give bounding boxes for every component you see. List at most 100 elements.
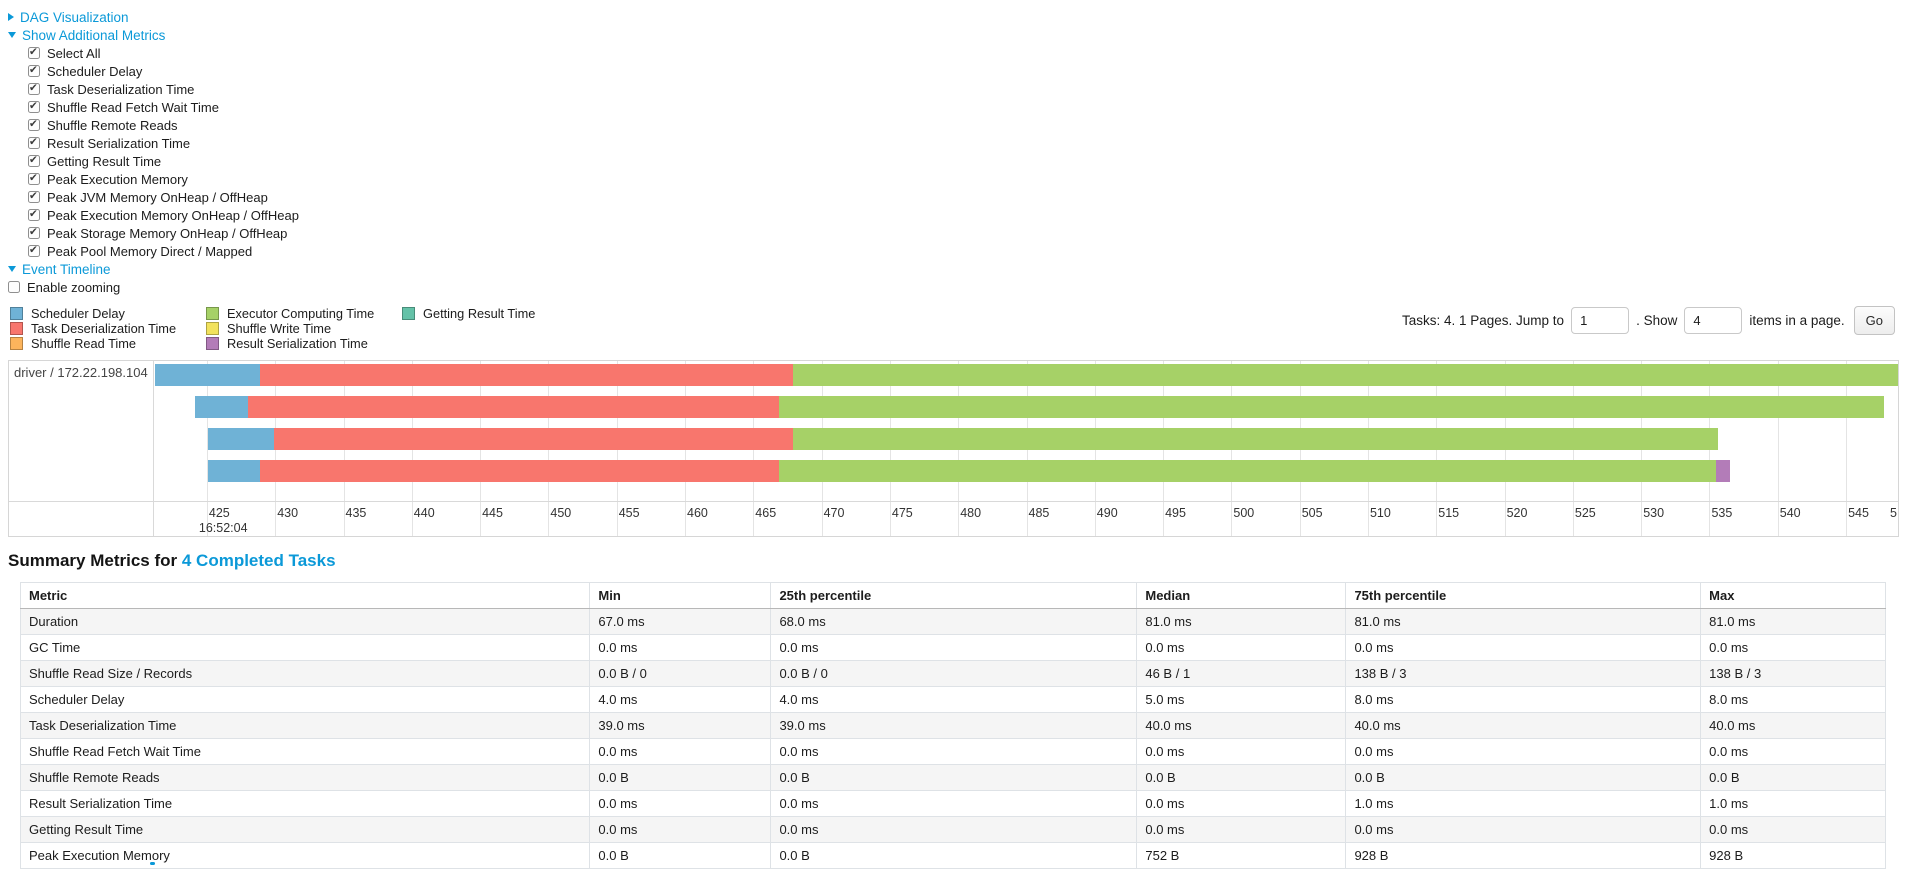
axis-tick-label: 425: [208, 506, 230, 520]
legend-swatch: [10, 337, 23, 350]
gridline: [480, 502, 482, 536]
table-row: Task Deserialization Time 39.0 ms 39.0 ms 4…: [19, 712, 1886, 739]
legend-swatch: [10, 307, 23, 320]
metric-checkbox-label: Getting Result Time: [47, 153, 162, 169]
show-additional-metrics-toggle[interactable]: Show Additional Metrics: [8, 26, 1907, 44]
table-cell: 0.0 ms: [589, 634, 772, 661]
metric-checkbox-label: Shuffle Read Fetch Wait Time: [47, 99, 219, 115]
task-timeline-bar[interactable]: [155, 460, 1898, 482]
metric-checkbox-row: Peak Execution Memory OnHeap / OffHeap: [8, 206, 1907, 224]
table-cell: 138 B / 3: [1700, 660, 1886, 687]
completed-tasks-link[interactable]: 4 Completed Tasks: [181, 551, 336, 570]
expanded-arrow-icon: [8, 32, 16, 38]
table-cell: 0.0 ms: [589, 790, 772, 817]
task-timeline-bar[interactable]: [155, 364, 1898, 386]
axis-divider: [9, 501, 1898, 502]
metric-checkbox[interactable]: [28, 154, 40, 167]
metric-checkbox[interactable]: [28, 118, 40, 131]
table-header-cell: Max: [1700, 582, 1886, 609]
metric-checkbox[interactable]: [28, 82, 40, 95]
jump-to-page-input[interactable]: [1571, 307, 1630, 334]
table-cell: 67.0 ms: [589, 608, 772, 635]
gridline: [958, 502, 960, 536]
table-cell: GC Time: [19, 634, 591, 661]
metric-checkbox[interactable]: [28, 136, 40, 149]
table-cell: 0.0 ms: [770, 738, 1138, 765]
task-deserialization-time-segment: [260, 364, 793, 386]
task-timeline-bar[interactable]: [155, 428, 1898, 450]
legend-label: Shuffle Read Time: [31, 336, 137, 351]
axis-tick-label: 525: [1574, 506, 1596, 520]
table-cell: 0.0 ms: [1136, 738, 1347, 765]
event-timeline-link[interactable]: Event Timeline: [22, 261, 111, 277]
table-row: Scheduler Delay 4.0 ms 4.0 ms 5.0 ms 8.0 ms 8…: [19, 686, 1886, 713]
metric-checkbox-row: Result Serialization Time: [8, 134, 1907, 152]
metric-checkbox[interactable]: [28, 244, 40, 257]
metric-checkbox-label: Select All: [47, 45, 101, 61]
table-cell: 0.0 B / 0: [770, 660, 1138, 687]
axis-tick-label: 505: [1301, 506, 1323, 520]
gridline: [1367, 502, 1369, 536]
gridline: [275, 502, 277, 536]
table-cell: 0.0 B: [770, 764, 1138, 791]
metric-checkbox[interactable]: [28, 226, 40, 239]
legend-column: Executor Computing Time Shuffle Write Tim…: [206, 306, 402, 351]
task-timeline-bar[interactable]: [155, 396, 1898, 418]
metric-checkbox-label: Peak Execution Memory: [47, 171, 188, 187]
table-header-cell: 75th percentile: [1345, 582, 1702, 609]
table-row: Shuffle Remote Reads 0.0 B 0.0 B 0.0 B 0.0 B…: [19, 764, 1886, 791]
metric-checkbox[interactable]: [28, 190, 40, 203]
metric-checkbox[interactable]: [28, 172, 40, 185]
metric-checkbox[interactable]: [28, 46, 40, 59]
scheduler-delay-segment: [208, 428, 274, 450]
table-row: GC Time 0.0 ms 0.0 ms 0.0 ms 0.0 ms 0.0 ms: [19, 634, 1886, 661]
table-header-cell: 25th percentile: [770, 582, 1138, 609]
table-cell: 0.0 ms: [770, 634, 1138, 661]
axis-tick-label: 545: [1848, 506, 1869, 520]
metric-checkbox[interactable]: [28, 100, 40, 113]
event-timeline-toggle[interactable]: Event Timeline: [8, 260, 1907, 278]
summary-metrics-title: Summary Metrics for 4 Completed Tasks: [8, 551, 1907, 571]
metric-checkbox[interactable]: [28, 208, 40, 221]
legend-label: Scheduler Delay: [31, 306, 125, 321]
table-cell: 0.0 B: [589, 764, 772, 791]
legend-swatch: [10, 322, 23, 335]
table-row: Shuffle Read Size / Records 0.0 B / 0 0.0 …: [19, 660, 1886, 687]
table-cell: 4.0 ms: [770, 686, 1138, 713]
gridline: [206, 502, 208, 536]
executor-group-label: driver / 172.22.198.104: [14, 365, 148, 380]
show-additional-metrics-link[interactable]: Show Additional Metrics: [22, 27, 166, 43]
gridline: [1299, 502, 1301, 536]
legend-item: Scheduler Delay: [10, 306, 206, 321]
table-cell: 1.0 ms: [1700, 790, 1886, 817]
enable-zooming-label: Enable zooming: [27, 279, 121, 295]
axis-tick-label: 480: [960, 506, 982, 520]
enable-zooming-checkbox[interactable]: [8, 281, 20, 293]
table-cell: 0.0 ms: [1700, 634, 1886, 661]
items-per-page-input[interactable]: [1684, 307, 1743, 334]
gridline: [1094, 502, 1096, 536]
dag-visualization-link[interactable]: DAG Visualization: [20, 9, 129, 25]
dag-visualization-toggle[interactable]: DAG Visualization: [8, 8, 1907, 26]
legend-item: Getting Result Time: [402, 306, 535, 321]
axis-partial-tick-label: 5: [1890, 506, 1897, 520]
table-cell: Shuffle Read Size / Records: [19, 660, 591, 687]
timeline-axis: 425 16:52:04 430 435 440 445 450 455 460 465 470 47…: [155, 502, 1898, 536]
go-button[interactable]: Go: [1853, 306, 1895, 335]
metric-checkbox-row: Task Deserialization Time: [8, 80, 1907, 98]
table-cell: Getting Result Time: [19, 816, 591, 843]
stage-controls: DAG Visualization Show Additional Metric…: [0, 0, 1907, 296]
table-row: Shuffle Read Fetch Wait Time 0.0 ms 0.0 ms…: [19, 738, 1886, 765]
table-cell: 1.0 ms: [1345, 790, 1702, 817]
legend-item: Executor Computing Time: [206, 306, 402, 321]
timeline-plot-area: [155, 361, 1898, 501]
axis-tick-label: 440: [413, 506, 435, 520]
metric-checkbox-row: Scheduler Delay: [8, 62, 1907, 80]
gridline: [1572, 502, 1574, 536]
table-cell: 0.0 ms: [1136, 634, 1347, 661]
legend-column: Getting Result Time: [402, 306, 535, 351]
metric-checkbox[interactable]: [28, 64, 40, 77]
table-row: Result Serialization Time 0.0 ms 0.0 ms 0.0…: [19, 790, 1886, 817]
metric-checkbox-row: Peak Storage Memory OnHeap / OffHeap: [8, 224, 1907, 242]
table-cell: 40.0 ms: [1345, 712, 1702, 739]
